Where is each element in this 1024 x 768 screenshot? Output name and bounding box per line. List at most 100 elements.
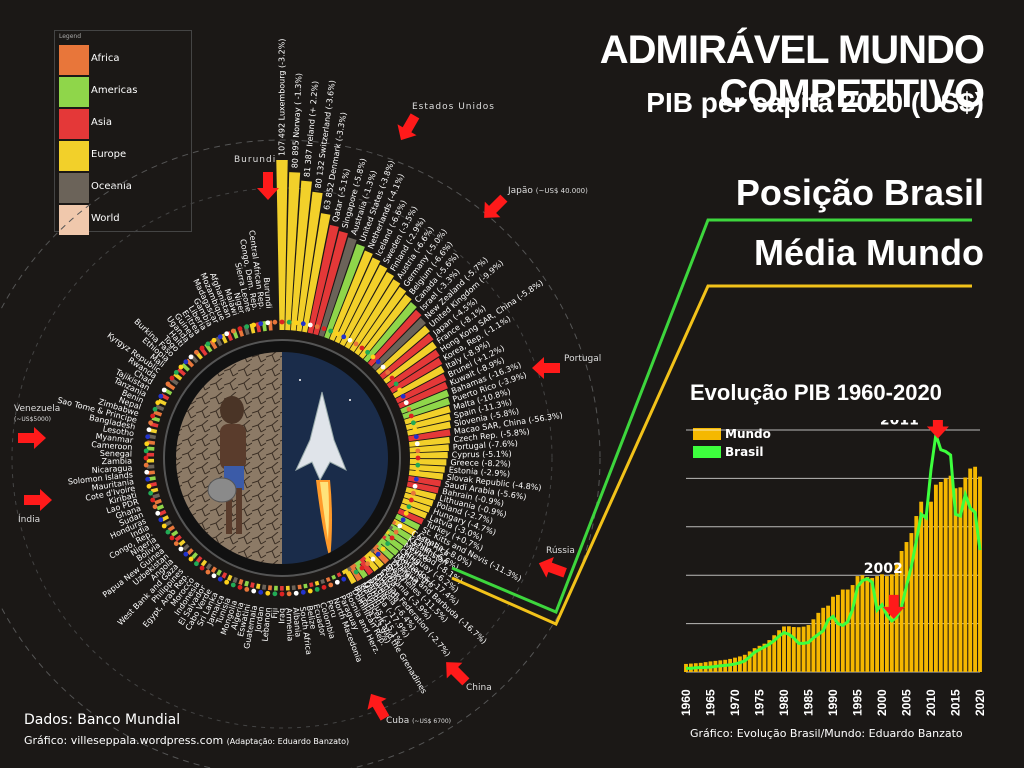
mundo-bar <box>684 663 688 672</box>
flag-dot <box>393 529 399 535</box>
radial-bar-small <box>155 404 165 412</box>
flag-dot <box>211 337 217 343</box>
radial-bar <box>408 429 451 442</box>
flag-dot <box>224 331 230 337</box>
radial-bar-small <box>209 339 218 350</box>
china-annotation: China <box>466 683 492 693</box>
radial-bar-small <box>181 362 190 372</box>
portugal-annotation: Portugal <box>564 354 602 364</box>
data-source: Dados: Banco Mundial <box>24 712 181 728</box>
flag-dot <box>413 476 419 482</box>
japan-annotation: Japão (~US$ 40.000) <box>508 186 588 196</box>
radial-bar-small <box>356 559 362 565</box>
flag-dot <box>183 551 189 557</box>
mundo-bar <box>757 645 762 672</box>
left-country-label: Belize <box>305 605 318 630</box>
flag-dot <box>389 375 395 381</box>
outer-dashed-ring <box>0 139 601 768</box>
world-average-label: Média Mundo <box>754 232 984 273</box>
flag-dot <box>178 364 184 370</box>
flag-dot <box>199 565 205 571</box>
radial-bar-small <box>221 572 228 579</box>
legend-label-europe: Europe <box>91 149 127 160</box>
radial-bar-small <box>267 585 273 591</box>
x-tick-label: 2020 <box>973 689 987 716</box>
flag-dot <box>415 455 421 461</box>
radial-bar-small <box>182 543 190 551</box>
flag-dot <box>334 579 340 585</box>
usa-annotation: Estados Unidos <box>412 102 495 112</box>
radial-bar <box>409 451 448 459</box>
flag-dot <box>412 427 418 433</box>
radial-bar <box>407 421 451 436</box>
venezuela-annotation: Venezuela <box>14 404 61 414</box>
radial-bar-small <box>171 530 179 537</box>
mundo-bar <box>767 640 772 672</box>
flag-dot <box>199 345 205 351</box>
legend-label-asia: Asia <box>91 117 112 128</box>
flag-dot <box>353 569 359 575</box>
flag-dot <box>279 591 285 597</box>
radial-bar <box>392 365 445 399</box>
radial-bar <box>405 487 437 500</box>
mundo-bar <box>919 501 924 672</box>
flag-dot <box>397 387 403 393</box>
radial-bar-small <box>205 563 212 570</box>
flag-dot <box>314 586 320 592</box>
flag-dot <box>244 324 250 330</box>
radial-bar-small <box>167 525 176 532</box>
radial-bar <box>404 405 451 425</box>
flag-dot <box>194 349 199 355</box>
flag-dot <box>169 535 175 541</box>
radial-bar-small <box>303 583 308 589</box>
india-annotation: Índia <box>18 515 41 525</box>
mundo-bar <box>860 575 865 672</box>
flag-dot <box>370 354 376 360</box>
mundo-bar <box>845 589 850 672</box>
flag-dot <box>217 576 223 582</box>
flag-dot <box>413 434 419 440</box>
legend-label-oceania: Oceania <box>91 181 132 192</box>
radial-bar-small <box>186 548 194 555</box>
left-country-label: Nicaragua <box>91 463 132 475</box>
flag-dot <box>300 321 306 327</box>
radial-bar-small <box>146 458 155 463</box>
flag-dot <box>415 462 421 468</box>
mundo-bar <box>777 630 782 672</box>
flag-dot <box>403 400 409 406</box>
radial-bar-small <box>374 544 380 549</box>
flag-dot <box>359 565 365 571</box>
flag-dot <box>165 529 171 535</box>
radial-bar-small <box>297 584 302 590</box>
radial-bar-small <box>146 446 155 451</box>
red-arrow-icon <box>882 594 905 619</box>
legend-brasil-label: Brasil <box>725 445 764 459</box>
flag-dot <box>143 455 149 461</box>
flag-dot <box>230 328 236 334</box>
mundo-bar <box>816 612 821 672</box>
flag-dot <box>341 334 347 340</box>
radial-bar-small <box>331 574 337 580</box>
radial-bar-small <box>391 520 397 526</box>
flag-dot <box>321 584 327 590</box>
flag-dot <box>300 589 306 595</box>
radial-bar-small <box>261 584 267 590</box>
radial-bar <box>392 518 417 536</box>
flag-dot <box>406 504 412 510</box>
radial-bar <box>382 533 404 551</box>
radial-bar <box>409 458 447 466</box>
flag-dot <box>321 326 327 332</box>
radial-bar <box>383 341 437 384</box>
flag-dot <box>251 588 257 594</box>
mundo-bar <box>889 574 894 672</box>
radial-bar-small <box>146 452 155 457</box>
radial-bar <box>349 279 401 353</box>
radial-bar <box>398 381 448 409</box>
flag-dot <box>328 582 334 588</box>
x-tick-label: 1980 <box>777 689 791 716</box>
flag-dot <box>397 523 403 529</box>
flag-dot <box>155 400 161 406</box>
radial-bar-small <box>388 525 394 531</box>
radial-bar <box>379 333 434 380</box>
